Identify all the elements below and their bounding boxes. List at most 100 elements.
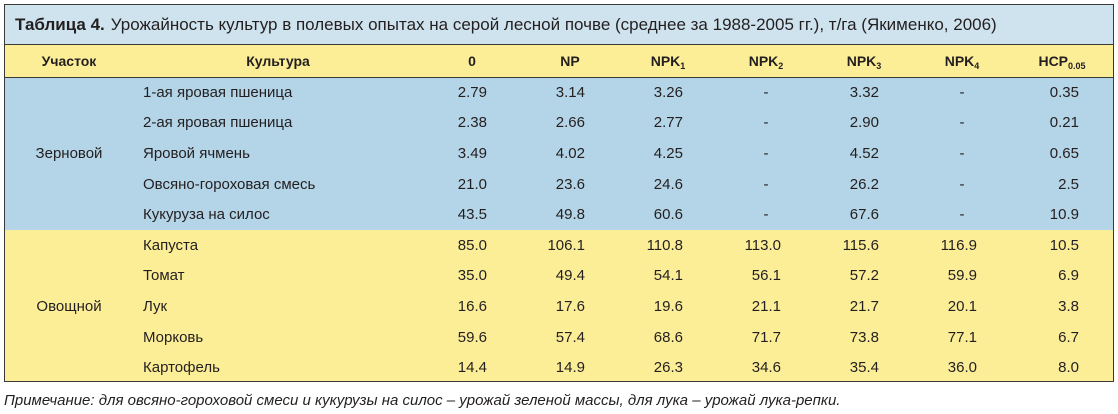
value-npk1-cell: 68.6 [653, 328, 683, 346]
value-npk2-cell: 56.1 [751, 267, 781, 285]
value-npk4-cell: 20.1 [947, 297, 977, 315]
value-npk1-cell: 60.6 [653, 206, 683, 224]
value-npk4-cell: - [959, 84, 965, 102]
culture-cell: Морковь [143, 328, 204, 346]
yield-table: Участок Культура 0 NP NPK1 NPK2 NPK3 NPK… [5, 45, 1113, 381]
value-npk3-cell: 3.32 [849, 84, 879, 102]
header-hsr: НСР0.05 [1011, 45, 1113, 78]
value-zero-cell: 85.0 [457, 236, 487, 254]
value-npk4-cell: - [959, 175, 965, 193]
value-npk4-cell: 36.0 [947, 359, 977, 377]
value-hsr-cell: 0.35 [1049, 84, 1079, 102]
table-row: Овсяно-гороховая смесь 21.0 23.6 24.6 - 26.2 -… [5, 168, 1113, 200]
value-npk1-cell: 26.3 [653, 359, 683, 377]
header-row: Участок Культура 0 NP NPK1 NPK2 NPK3 NPK… [5, 45, 1113, 78]
value-npk1-cell: 2.77 [653, 114, 683, 132]
header-npk3: NPK3 [815, 45, 913, 78]
value-npk1-cell: 19.6 [653, 297, 683, 315]
table-frame: Таблица 4. Урожайность культур в полевых… [4, 4, 1114, 382]
table-caption-label: Таблица 4. [15, 14, 105, 34]
header-zero: 0 [423, 45, 521, 78]
value-np-cell: 14.9 [555, 359, 585, 377]
value-npk2-cell: 34.6 [751, 359, 781, 377]
value-npk4-cell: 77.1 [947, 328, 977, 346]
table-row: Морковь 59.6 57.4 68.6 71.7 73.8 77.1 6.7 [5, 321, 1113, 353]
value-hsr-cell: 3.8 [1058, 297, 1079, 315]
culture-cell: Капуста [143, 236, 199, 254]
table-row: Кукуруза на силос 43.5 49.8 60.6 - 67.6 - 10.9 [5, 199, 1113, 230]
header-culture: Культура [133, 45, 423, 78]
value-zero-cell: 3.49 [457, 144, 487, 162]
value-npk3-cell: 57.2 [849, 267, 879, 285]
table-row: 2-ая яровая пшеница 2.38 2.66 2.77 - 2.90 - 0.2… [5, 107, 1113, 139]
value-npk3-cell: 26.2 [849, 175, 879, 193]
value-npk2-cell: 113.0 [744, 236, 781, 254]
value-zero-cell: 21.0 [457, 175, 487, 193]
value-npk4-cell: - [959, 206, 965, 224]
culture-cell: Лук [143, 297, 168, 315]
value-npk3-cell: 35.4 [849, 359, 879, 377]
header-npk2: NPK2 [717, 45, 815, 78]
section-cell: Овощной [36, 297, 102, 315]
value-npk3-cell: 67.6 [849, 206, 879, 224]
value-zero-cell: 14.4 [457, 359, 487, 377]
value-npk4-cell: - [959, 144, 965, 162]
value-hsr-cell: 8.0 [1058, 359, 1079, 377]
value-hsr-cell: 6.9 [1058, 267, 1079, 285]
value-hsr-cell: 10.5 [1049, 236, 1079, 254]
value-zero-cell: 2.79 [457, 84, 487, 102]
value-np-cell: 49.8 [555, 206, 585, 224]
header-section: Участок [5, 45, 133, 78]
value-npk3-cell: 73.8 [849, 328, 879, 346]
value-npk2-cell: - [763, 206, 769, 224]
value-npk2-cell: - [763, 114, 769, 132]
value-npk4-cell: 116.9 [940, 236, 977, 254]
value-np-cell: 57.4 [555, 328, 585, 346]
value-hsr-cell: 2.5 [1058, 175, 1079, 193]
value-npk2-cell: 71.7 [751, 328, 781, 346]
header-npk4: NPK4 [913, 45, 1011, 78]
culture-cell: 2-ая яровая пшеница [143, 114, 293, 132]
value-npk3-cell: 115.6 [842, 236, 879, 254]
table-row: Томат 35.0 49.4 54.1 56.1 57.2 59.9 6.9 [5, 260, 1113, 292]
value-zero-cell: 35.0 [457, 267, 487, 285]
culture-cell: Яровой ячмень [143, 144, 250, 162]
value-npk4-cell: 59.9 [947, 267, 977, 285]
value-npk4-cell: - [959, 114, 965, 132]
value-zero-cell: 59.6 [457, 328, 487, 346]
value-zero-cell: 2.38 [457, 114, 487, 132]
culture-cell: Картофель [143, 359, 220, 377]
culture-cell: 1-ая яровая пшеница [143, 84, 293, 102]
value-np-cell: 49.4 [555, 267, 585, 285]
value-npk2-cell: 21.1 [751, 297, 781, 315]
table-row: Лук 16.6 17.6 19.6 21.1 21.7 20.1 3.8 [5, 291, 1113, 322]
value-npk3-cell: 2.90 [849, 114, 879, 132]
table-row: Зерновой 1-ая яровая пшеница 2.79 3.14 3.26 -… [5, 77, 1113, 162]
table-row: Овощной Капуста 85.0 106.1 110.8 113.0 115.6 11… [5, 229, 1113, 315]
value-hsr-cell: 10.9 [1049, 206, 1079, 224]
table-caption: Таблица 4. Урожайность культур в полевых… [5, 5, 1113, 45]
value-npk1-cell: 54.1 [653, 267, 683, 285]
value-np-cell: 4.02 [555, 144, 585, 162]
culture-cell: Овсяно-гороховая смесь [143, 175, 316, 193]
value-hsr-cell: 0.21 [1049, 114, 1079, 132]
table-row: Картофель 14.4 14.9 26.3 34.6 35.4 36.0 8.0 [5, 352, 1113, 381]
value-npk1-cell: 3.26 [653, 84, 683, 102]
value-npk1-cell: 110.8 [646, 236, 683, 254]
value-npk3-cell: 21.7 [849, 297, 879, 315]
value-zero-cell: 43.5 [457, 206, 487, 224]
value-npk1-cell: 24.6 [653, 175, 683, 193]
value-np-cell: 17.6 [555, 297, 585, 315]
value-np-cell: 2.66 [555, 114, 585, 132]
header-npk1: NPK1 [619, 45, 717, 78]
value-npk2-cell: - [763, 175, 769, 193]
culture-cell: Томат [143, 267, 185, 285]
value-np-cell: 23.6 [555, 175, 585, 193]
table-row: Яровой ячмень 3.49 4.02 4.25 - 4.52 - 0.65 [5, 138, 1113, 169]
footnote: Примечание: для овсяно-гороховой смеси и… [4, 392, 841, 409]
value-npk2-cell: - [763, 144, 769, 162]
value-hsr-cell: 0.65 [1049, 144, 1079, 162]
value-npk2-cell: - [763, 84, 769, 102]
value-np-cell: 3.14 [555, 84, 585, 102]
